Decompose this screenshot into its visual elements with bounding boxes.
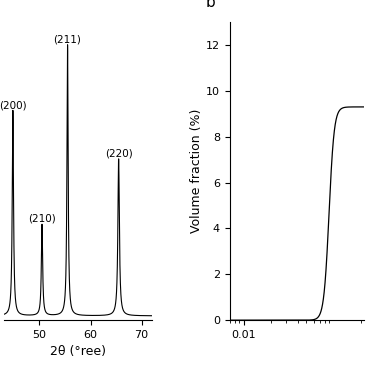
X-axis label: 2θ (°ree): 2θ (°ree) bbox=[50, 346, 106, 358]
Text: b: b bbox=[205, 0, 215, 10]
Y-axis label: Volume fraction (%): Volume fraction (%) bbox=[190, 109, 203, 233]
Text: (210): (210) bbox=[28, 214, 56, 224]
Text: (211): (211) bbox=[54, 35, 81, 45]
Text: (220): (220) bbox=[105, 148, 132, 158]
Text: (200): (200) bbox=[0, 100, 27, 110]
